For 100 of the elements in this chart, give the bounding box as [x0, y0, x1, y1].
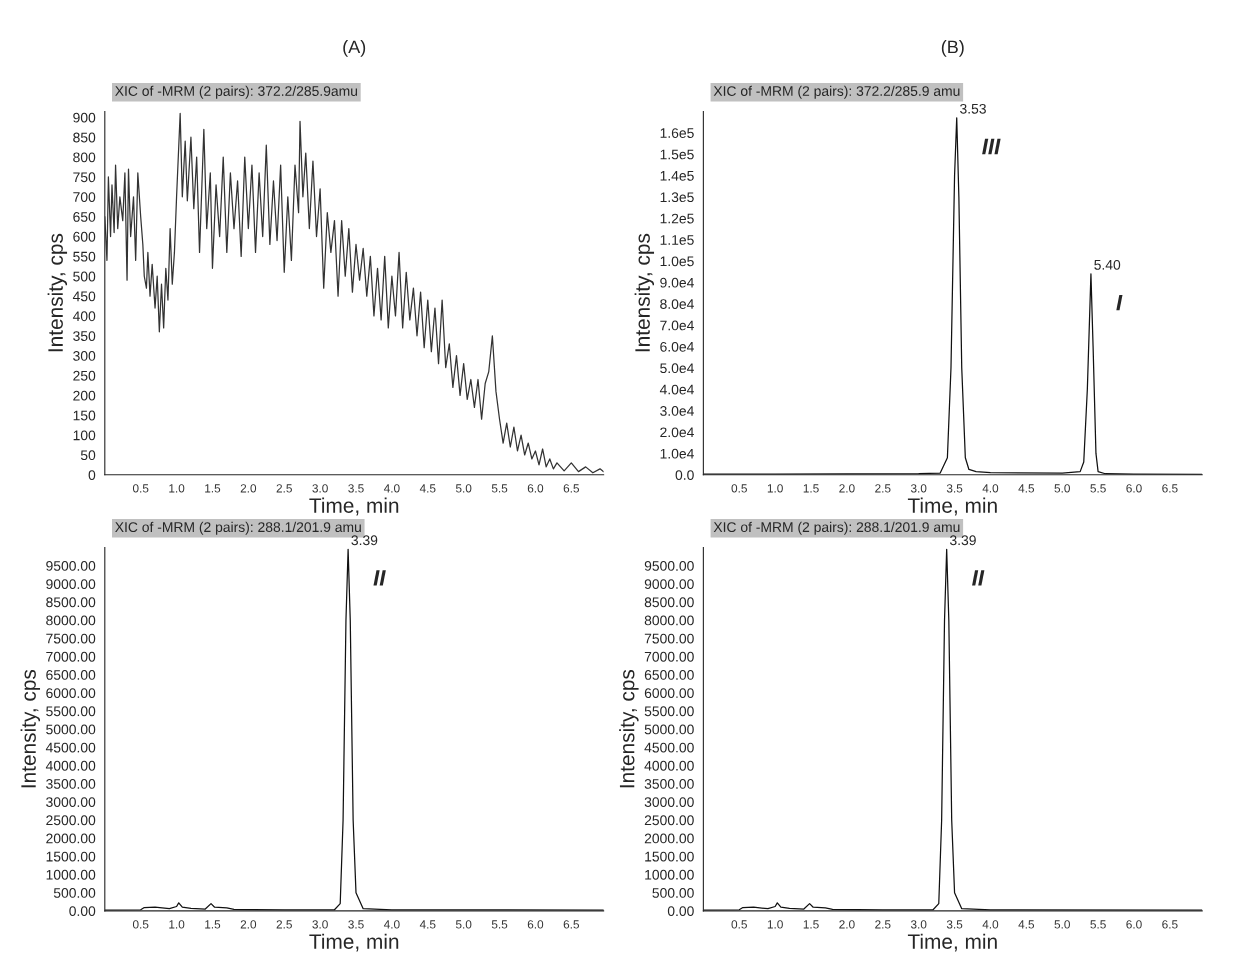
y-tick-label: 3.0e4: [660, 406, 694, 416]
y-tick-label: 3500.00: [46, 779, 96, 789]
y-tick-label: 7500.00: [46, 633, 96, 644]
x-tick-label: 3.0: [312, 920, 328, 929]
x-tick-label: 5.5: [491, 920, 508, 929]
y-tick-label: 5500.00: [644, 706, 694, 717]
x-tick-label: 4.0: [383, 484, 400, 493]
y-tick-label: 1000.00: [645, 869, 694, 880]
annotation: 3.39: [351, 535, 378, 546]
line-series: [104, 112, 604, 474]
y-tick-label: 100: [73, 430, 96, 441]
y-tick-label: 7.0e4: [660, 320, 694, 331]
x-tick-label: 0.5: [132, 484, 149, 493]
y-tick-label: 1.3e5: [660, 192, 694, 203]
x-tick-label: 3.5: [348, 484, 364, 493]
y-tick-label: 250: [73, 370, 96, 381]
y-tick-label: 500: [73, 271, 96, 282]
x-tick-label: 2.0: [839, 484, 855, 493]
y-tick-label: 8500.00: [644, 597, 694, 608]
x-tick-label: 4.5: [1018, 484, 1035, 493]
x-tick-label: 1.5: [205, 920, 221, 929]
y-tick-label: 1.0e5: [660, 256, 694, 267]
y-tick-label: 8.0e4: [660, 299, 694, 309]
x-tick-label: 6.0: [1126, 920, 1142, 929]
y-tick-label: 1.0e4: [660, 448, 694, 459]
x-tick-label: 4.0: [982, 920, 999, 929]
x-tick-label: 6.5: [563, 920, 580, 929]
y-tick-label: 1500.00: [46, 851, 96, 862]
annotation: II: [373, 570, 386, 586]
y-tick-label: 1000.00: [46, 869, 96, 880]
x-tick-label: 0.5: [731, 484, 747, 493]
y-tick-label: 650: [73, 212, 96, 222]
y-tick-label: 5500.00: [46, 706, 96, 717]
line-series: [703, 548, 1203, 911]
y-tick-label: 350: [73, 331, 96, 341]
y-tick-label: 450: [72, 291, 96, 302]
annotation: I: [1116, 294, 1123, 311]
y-tick-label: 800: [73, 152, 96, 163]
y-tick-label: 4500.00: [644, 742, 694, 753]
y-tick-label: 700: [73, 192, 96, 202]
x-tick-label: 3.0: [910, 484, 927, 493]
y-tick-label: 9000.00: [644, 579, 694, 589]
y-tick-label: 900: [73, 112, 96, 123]
annotation: III: [982, 138, 1001, 155]
x-tick-label: 5.5: [1090, 484, 1106, 493]
x-tick-label: 1.5: [205, 484, 221, 493]
y-tick-label: 4500.00: [45, 742, 96, 753]
y-tick-label: 2000.00: [46, 833, 96, 844]
y-tick-label: 1.2e5: [660, 213, 694, 224]
y-tick-label: 6500.00: [46, 670, 96, 680]
x-tick-label: 5.0: [455, 484, 472, 493]
y-tick-label: 750: [73, 172, 96, 183]
x-tick-label: 6.0: [527, 920, 544, 929]
x-tick-label: 1.5: [803, 920, 819, 929]
chart-subtitle: XIC of -MRM (2 pairs): 288.1/201.9 amu: [115, 521, 361, 535]
y-tick-label: 8000.00: [644, 615, 694, 626]
x-axis-title: Time, min: [309, 497, 399, 516]
x-tick-label: 5.0: [1054, 920, 1070, 929]
y-tick-label: 2.0e4: [660, 427, 694, 438]
x-tick-label: 4.0: [383, 920, 400, 929]
chart-subtitle: XIC of -MRM (2 pairs): 288.1/201.9 amu: [713, 521, 960, 535]
x-tick-label: 3.5: [946, 484, 963, 493]
y-tick-label: 6500.00: [644, 670, 694, 680]
annotation: 5.40: [1094, 259, 1121, 270]
y-axis-title: Intensity, cps: [634, 233, 655, 352]
y-tick-label: 8500.00: [46, 597, 96, 608]
chart-subtitle: XIC of -MRM (2 pairs): 372.2/285.9 amu: [713, 85, 960, 99]
y-tick-label: 1.1e5: [660, 235, 694, 245]
y-tick-label: 4.0e4: [659, 384, 694, 395]
x-tick-label: 5.0: [455, 920, 472, 929]
y-tick-label: 200: [73, 390, 96, 401]
y-tick-label: 4000.00: [45, 760, 96, 771]
x-tick-label: 2.0: [839, 920, 855, 929]
x-tick-label: 5.0: [1054, 484, 1070, 493]
y-tick-label: 1500.00: [645, 851, 694, 862]
x-tick-label: 4.0: [982, 484, 999, 493]
annotation: 3.39: [949, 535, 976, 546]
y-tick-label: 5000.00: [644, 724, 694, 735]
x-tick-label: 3.0: [312, 484, 328, 493]
x-tick-label: 5.5: [491, 484, 508, 493]
line-series: [104, 548, 604, 911]
x-tick-label: 6.0: [527, 484, 544, 493]
y-tick-label: 0.0: [675, 470, 694, 480]
y-tick-label: 9000.00: [46, 579, 96, 589]
y-tick-label: 2500.00: [644, 815, 694, 826]
x-tick-label: 4.5: [419, 920, 436, 929]
x-tick-label: 6.0: [1126, 484, 1142, 493]
x-axis-title: Time, min: [309, 933, 399, 952]
y-tick-label: 850: [73, 132, 96, 143]
x-tick-label: 0.5: [132, 920, 149, 929]
y-tick-label: 0: [88, 470, 96, 480]
y-tick-label: 9.0e4: [660, 277, 694, 288]
y-tick-label: 9500.00: [644, 560, 694, 571]
x-tick-label: 3.5: [946, 920, 963, 929]
x-tick-label: 2.0: [240, 484, 257, 493]
x-tick-label: 4.5: [419, 484, 436, 493]
x-tick-label: 1.5: [803, 484, 819, 493]
y-tick-label: 3000.00: [644, 797, 694, 808]
x-tick-label: 4.5: [1018, 920, 1035, 929]
y-tick-label: 6000.00: [644, 688, 694, 698]
